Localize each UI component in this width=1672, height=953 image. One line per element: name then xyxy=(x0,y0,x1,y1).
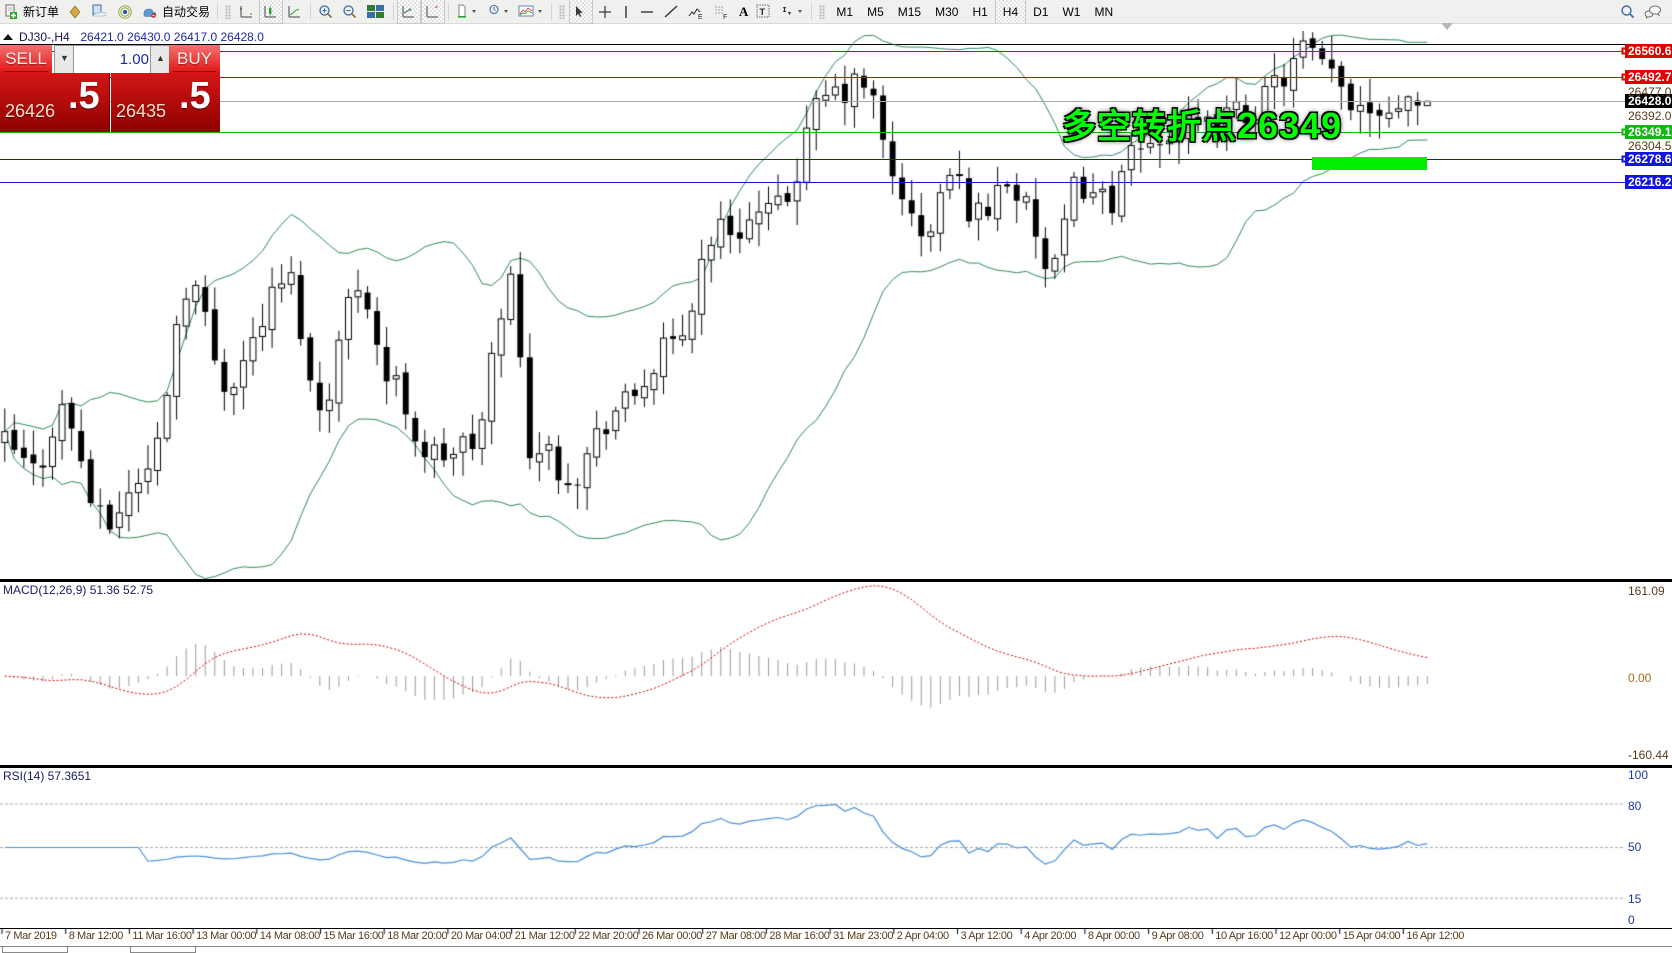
svg-text:F: F xyxy=(723,14,727,20)
svg-text:T: T xyxy=(760,7,766,17)
svg-text:E: E xyxy=(698,14,703,20)
